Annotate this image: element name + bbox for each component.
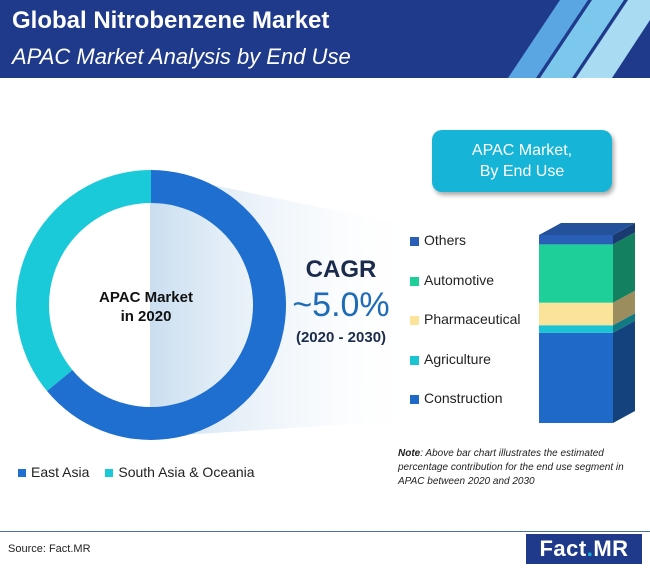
legend-swatch: [18, 469, 26, 477]
legend-label: Agriculture: [424, 350, 491, 367]
bar-top-face: [539, 223, 635, 235]
legend-label: Pharmaceutical: [424, 311, 521, 327]
note-label: Note: [398, 448, 421, 459]
legend-label: Construction: [424, 390, 503, 406]
header-banner: Global Nitrobenzene Market APAC Market A…: [0, 0, 650, 78]
cagr-range: (2020 - 2030): [295, 329, 387, 346]
donut-center-label: APAC Market in 2020: [86, 288, 206, 326]
donut-legend-item-east-asia: East Asia: [18, 464, 89, 480]
donut-center-line-2: in 2020: [120, 308, 172, 325]
page-title: Global Nitrobenzene Market: [12, 7, 330, 34]
factmr-logo: Fact.MR: [526, 534, 642, 564]
cagr-label: CAGR: [305, 256, 377, 283]
badge-line-1: APAC Market,: [471, 142, 573, 159]
note-text: : Above bar chart illustrates the estima…: [398, 448, 624, 487]
cagr-value: ~5.0%: [292, 286, 390, 324]
bar-segment-construction: [539, 332, 613, 423]
chart-note: Note: Above bar chart illustrates the es…: [398, 447, 646, 489]
bar-segment-side-construction: [613, 320, 635, 423]
header-stripes: [508, 0, 650, 78]
stacked-bar-chart: [539, 223, 635, 423]
legend-swatch: [410, 276, 419, 286]
bar-segment-side-others: [613, 223, 635, 245]
legend-label: East Asia: [31, 464, 90, 480]
cagr-block: CAGR ~5.0% (2020 - 2030): [286, 256, 396, 346]
bar-segment-others: [539, 235, 613, 245]
legend-label: Automotive: [424, 271, 495, 288]
legend-swatch: [410, 395, 419, 404]
legend-swatch: [410, 237, 419, 246]
source-text: Source: Fact.MR: [8, 543, 91, 555]
donut-center-line-1: APAC Market: [99, 289, 193, 306]
legend-label: South Asia & Oceania: [118, 464, 255, 480]
donut-slice-south-asia-and-oceania: [16, 170, 152, 392]
donut-legend: East Asia South Asia & Oceania: [18, 464, 271, 480]
legend-swatch: [105, 469, 114, 477]
bar-segment-side-automotive: [613, 232, 635, 303]
page-subtitle: APAC Market Analysis by End Use: [12, 44, 351, 69]
bar-segment-side-agriculture: [613, 313, 635, 333]
logo-dot: .: [586, 536, 594, 561]
donut-chart: [16, 170, 286, 440]
donut-slice-east-asia: [46, 170, 286, 440]
bar-segment-pharmaceutical: [539, 302, 613, 326]
bar-segment-automotive: [539, 244, 613, 303]
bar-chart-title-badge: APAC Market, By End Use: [432, 130, 612, 192]
bar-segment-side-pharmaceutical: [613, 290, 635, 326]
logo-text-left: Fact: [539, 536, 587, 561]
legend-swatch: [410, 316, 419, 325]
footer-divider: [0, 531, 650, 532]
legend-swatch: [410, 355, 419, 365]
logo-text-right: MR: [593, 536, 629, 561]
donut-legend-item-south-asia-and-oceania: South Asia & Oceania: [105, 464, 255, 480]
badge-line-2: By End Use: [479, 163, 565, 180]
bar-segment-agriculture: [539, 325, 613, 333]
legend-label: Others: [424, 232, 467, 248]
